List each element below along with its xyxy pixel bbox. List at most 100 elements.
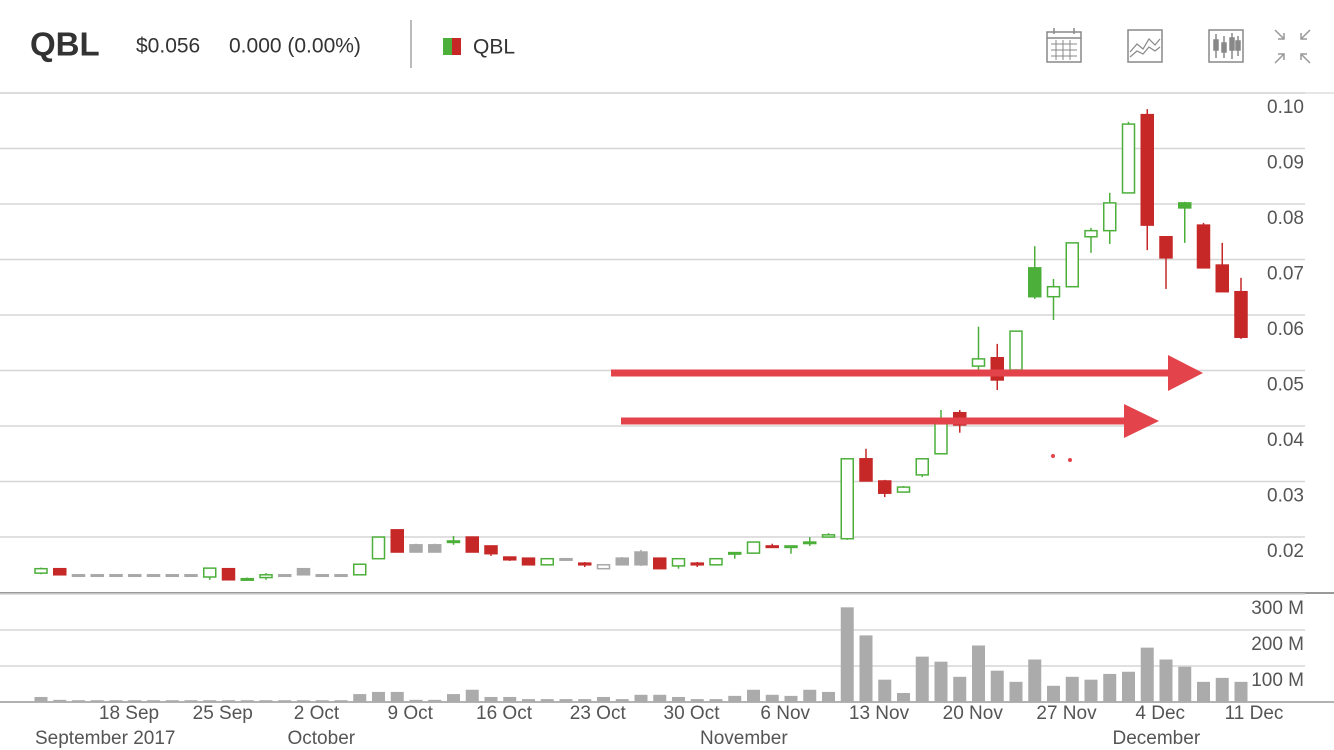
x-tick-label: 18 Sep [99,703,159,724]
volume-bar [1159,659,1173,702]
candle-body [615,557,629,566]
volume-bar [184,700,198,702]
candle-icon[interactable] [1208,29,1244,63]
candle-body [1103,202,1117,232]
volume-bar [840,607,854,702]
volume-bar [1028,659,1042,702]
candle-body [1065,242,1079,288]
volume-bar [353,694,367,702]
volume-bar [859,635,873,702]
legend-label[interactable]: QBL [473,36,515,59]
y-tick-label: 0.07 [1267,264,1304,285]
volume-bar [90,700,104,702]
candle-body [634,551,648,566]
candle-body [184,574,198,578]
volume-bar [1047,685,1060,702]
candle-body [465,536,479,553]
candle-body [596,564,611,570]
candle-body [334,574,348,578]
volume-bar [147,700,160,702]
volume-bar [334,700,348,702]
candle-body [128,574,142,578]
candle-body [34,567,48,574]
candle-body [109,574,123,578]
volume-bar [934,661,948,702]
volume-bar [953,676,967,702]
y-tick-label: 0.04 [1267,430,1304,451]
candle-body [428,544,442,553]
volume-bar [34,696,48,702]
volume-bar [578,699,592,702]
candle-body [690,562,704,566]
candle-body [259,574,273,579]
candle-body [765,545,779,549]
volume-bar [1009,681,1023,702]
candle-body [315,574,329,578]
candle-body [1028,267,1042,298]
volume-bar [653,694,667,702]
annotation-arrow [621,404,1159,438]
volume-bar [465,689,479,702]
candle-body [1046,285,1061,298]
candle-body [896,486,911,493]
x-tick-label: 27 Nov [1036,703,1097,724]
line-chart-icon[interactable] [1127,29,1163,63]
volume-bar [278,700,292,702]
month-label: December [1113,728,1201,749]
candle-body [540,557,554,566]
volume-bar [597,696,610,702]
volume-bar [390,691,404,702]
volume-bar [878,679,892,702]
candle-body [146,574,161,578]
volume-bar [559,699,573,702]
volume-bar [165,700,179,702]
candle-body [1121,123,1136,194]
volume-bar [240,700,254,702]
candle-body [671,557,686,567]
volume-bar [1234,681,1248,702]
candle-body [878,480,892,494]
candle-body [1159,236,1173,259]
volume-bar [540,699,554,702]
volume-bar [297,700,310,702]
calendar-icon[interactable] [1046,28,1082,63]
candle-body [1178,202,1192,209]
candle-body [503,556,517,561]
candle-body [203,567,217,578]
candle-body [390,529,404,553]
volume-bar [1065,676,1079,702]
x-tick-label: 9 Oct [388,703,434,724]
volume-bar [484,696,498,702]
y-tick-label: 0.05 [1267,375,1304,396]
candle-body [1234,290,1248,338]
volume-bar [503,696,517,702]
candle-body [240,577,254,581]
volume-bars [34,607,1248,702]
volume-bar [409,699,423,702]
candle-body [371,536,386,560]
candle-body [484,545,498,555]
candle-body [1215,264,1229,293]
volume-bar [1178,666,1192,702]
candle-body [840,458,854,540]
y-tick-label: 0.08 [1267,208,1304,229]
volume-bar [897,693,910,702]
y-tick-label: 0.09 [1267,153,1304,174]
volume-bar [372,691,385,702]
volume-bar [915,656,929,702]
candle-body [90,574,104,578]
collapse-icon[interactable] [1274,29,1311,64]
y-tick-label: 0.02 [1267,541,1304,562]
month-label: November [700,728,788,749]
volume-bar [1103,673,1117,702]
last-price: $0.056 [136,35,200,58]
month-label: October [288,728,356,749]
candle-body [409,544,423,553]
x-tick-label: 23 Oct [570,703,627,724]
candle-body [221,567,236,581]
candle-body [990,357,1004,381]
volume-bar [690,699,704,702]
candle-body [971,358,986,367]
x-tick-label: 30 Oct [664,703,721,724]
